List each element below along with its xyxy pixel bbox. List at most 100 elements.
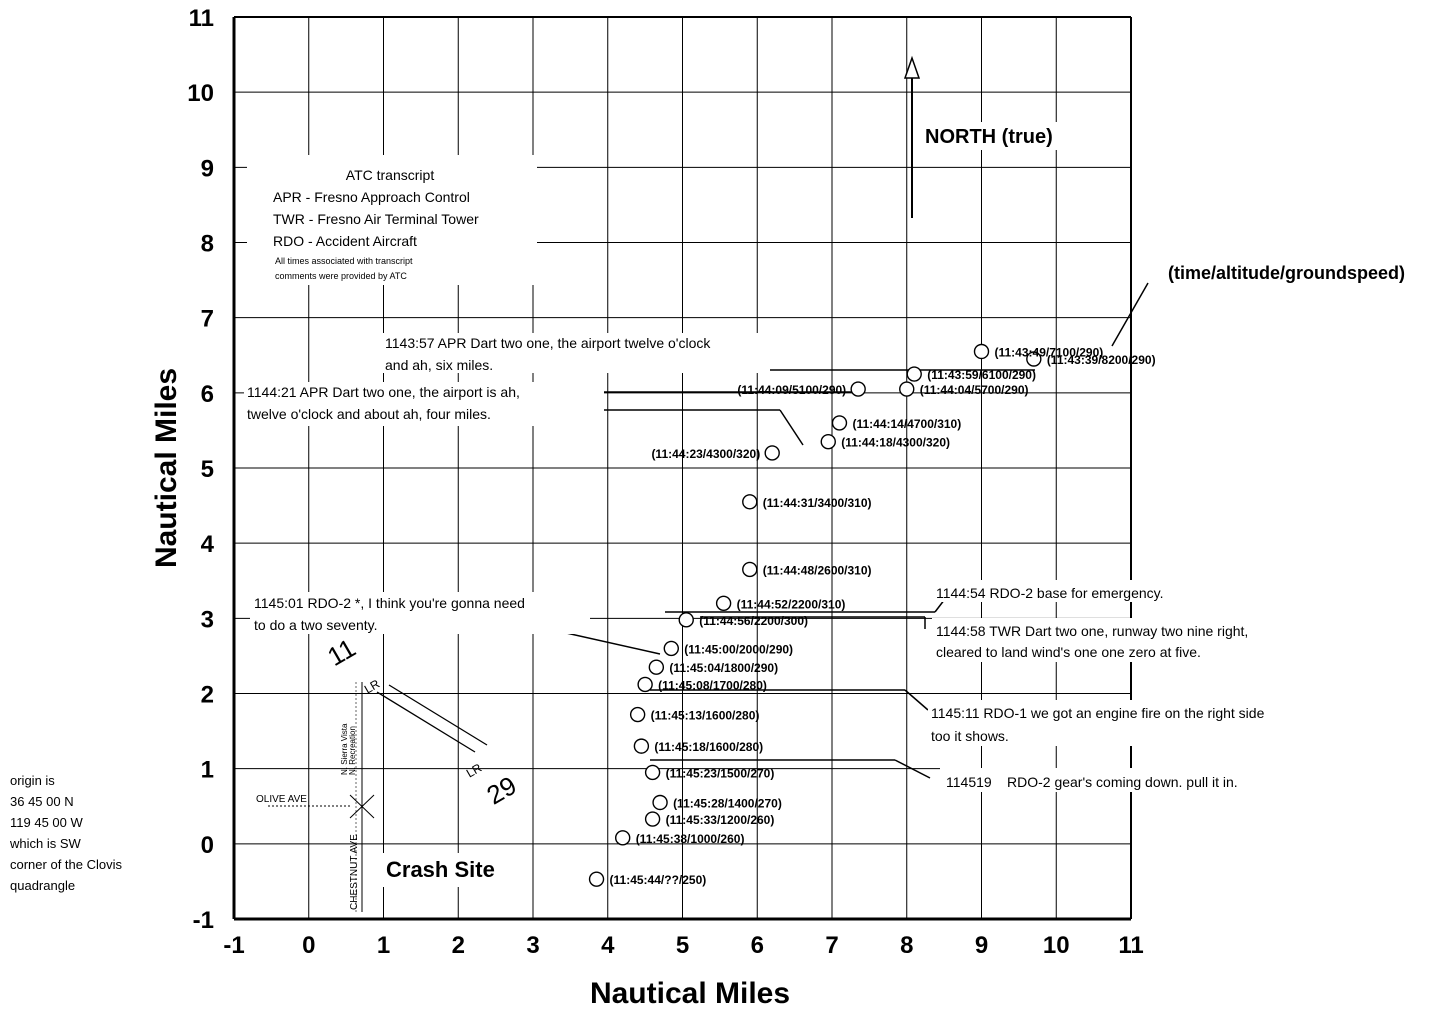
track-point-label: (11:44:09/5100/290) bbox=[737, 383, 846, 397]
origin-line-6: quadrangle bbox=[10, 878, 75, 893]
track-point bbox=[633, 738, 650, 754]
x-tick-label: 9 bbox=[975, 932, 988, 959]
y-tick-label: 0 bbox=[201, 832, 214, 859]
track-point-label: (11:44:31/3400/310) bbox=[763, 496, 872, 510]
x-tick-label: 1 bbox=[377, 932, 390, 959]
track-point bbox=[850, 381, 866, 397]
legend-line-rdo: RDO - Accident Aircraft bbox=[273, 233, 417, 249]
track-point bbox=[715, 595, 732, 611]
legend-line-apr: APR - Fresno Approach Control bbox=[273, 189, 470, 205]
track-point-label: (11:43:49/7100/290) bbox=[995, 345, 1104, 359]
c6-bg bbox=[928, 700, 1338, 746]
track-point bbox=[820, 433, 836, 450]
transcript-c6-line2: too it shows. bbox=[931, 728, 1009, 744]
runway-edge-left bbox=[376, 691, 476, 753]
c5-bg bbox=[932, 618, 1322, 662]
track-point-label: (11:43:59/6100/290) bbox=[927, 368, 1036, 382]
x-tick-label: 6 bbox=[751, 932, 764, 959]
y-tick-label: 8 bbox=[201, 231, 214, 258]
y-tick-label: 11 bbox=[189, 5, 214, 32]
track-point-label: (11:45:23/1500/270) bbox=[666, 766, 775, 780]
origin-note: origin is 36 45 00 N 119 45 00 W which i… bbox=[9, 773, 122, 893]
track-point-label: (11:44:14/4700/310) bbox=[852, 417, 961, 431]
runway-edge-right bbox=[388, 684, 488, 746]
track-points: (11:43:39/8200/290)(11:43:49/7100/290) (1… bbox=[588, 343, 1156, 887]
track-point bbox=[973, 343, 990, 360]
y-tick-label: 2 bbox=[201, 682, 214, 709]
legend-heading: ATC transcript bbox=[346, 167, 435, 183]
y-tick-label: 5 bbox=[201, 456, 214, 483]
north-arrow-icon bbox=[903, 55, 921, 79]
format-label: (time/altitude/groundspeed) bbox=[1168, 263, 1405, 283]
x-tick-label: 11 bbox=[1118, 932, 1143, 959]
x-tick-labels: -1 0 1 2 3 4 5 6 7 8 9 10 11 bbox=[223, 932, 1143, 959]
origin-line-3: 119 45 00 W bbox=[10, 815, 83, 830]
transcript-c7-text: RDO-2 gear's coming down. pull it in. bbox=[1007, 774, 1238, 790]
track-point-label: (11:45:38/1000/260) bbox=[636, 832, 745, 846]
track-point-label: (11:44:52/2200/310) bbox=[737, 597, 846, 611]
track-point-label: (11:45:04/1800/290) bbox=[669, 661, 778, 675]
track-point bbox=[1026, 351, 1042, 367]
crash-site-label: Crash Site bbox=[386, 857, 495, 882]
track-point-label: (11:45:44/??/250) bbox=[610, 873, 707, 887]
track-point-label: (11:44:56/2200/300) bbox=[699, 614, 808, 628]
legend-box bbox=[247, 155, 537, 285]
runway-lr-b: LR bbox=[464, 760, 485, 780]
transcript-c7-time: 114519 bbox=[946, 774, 992, 790]
track-point-label: (11:44:18/4300/320) bbox=[841, 436, 950, 450]
sierra-vista-label: N. Sierra Vista bbox=[340, 723, 349, 775]
x-tick-label: 5 bbox=[676, 932, 689, 959]
track-point-label: (11:45:00/2000/290) bbox=[684, 642, 793, 656]
y-tick-label: 4 bbox=[201, 531, 215, 558]
c7-bg bbox=[940, 768, 1285, 792]
track-point bbox=[742, 494, 758, 510]
transcript-c1-line1: 1143:57 APR Dart two one, the airport tw… bbox=[385, 335, 711, 351]
origin-line-1: origin is bbox=[10, 773, 55, 788]
chestnut-label: CHESTNUT AVE bbox=[349, 834, 360, 910]
track-point bbox=[899, 381, 915, 397]
runway-lr-a: LR bbox=[362, 676, 383, 696]
track-point bbox=[831, 415, 848, 431]
x-tick-label: -1 bbox=[223, 932, 244, 959]
x-axis-title: Nautical Miles bbox=[590, 977, 790, 1010]
north-label: NORTH (true) bbox=[925, 126, 1053, 148]
track-point bbox=[629, 706, 646, 723]
leader-c7b bbox=[894, 759, 931, 779]
crash-site-bg bbox=[383, 853, 513, 887]
transcript-c5-line1: 1144:58 TWR Dart two one, runway two nin… bbox=[936, 623, 1248, 639]
track-point bbox=[906, 366, 922, 382]
transcript-c2-line2: twelve o'clock and about ah, four miles. bbox=[247, 406, 491, 422]
recreation-label: N. Recreation bbox=[348, 726, 357, 775]
legend-note-1: All times associated with transcript bbox=[275, 256, 413, 266]
y-tick-label: 10 bbox=[187, 80, 214, 107]
track-point bbox=[742, 561, 758, 578]
c3-bg bbox=[250, 592, 590, 634]
track-point bbox=[764, 445, 780, 461]
track-point bbox=[615, 830, 631, 846]
x-tick-label: 7 bbox=[825, 932, 838, 959]
track-point bbox=[588, 871, 605, 887]
transcript-c6-line1: 1145:11 RDO-1 we got an engine fire on t… bbox=[931, 705, 1265, 721]
track-point bbox=[678, 612, 694, 628]
track-point-label: (11:43:39/8200/290) bbox=[1047, 353, 1156, 367]
c1-bg bbox=[380, 333, 770, 373]
track-point-label: (11:45:08/1700/280) bbox=[658, 678, 767, 692]
leader-c6b bbox=[904, 689, 929, 711]
north-label-bg bbox=[918, 122, 1088, 150]
c4-bg bbox=[932, 580, 1222, 602]
crash-x-b bbox=[349, 794, 375, 819]
track-point-label: (11:45:13/1600/280) bbox=[651, 709, 760, 723]
legend-line-twr: TWR - Fresno Air Terminal Tower bbox=[273, 211, 479, 227]
y-axis-title: Nautical Miles bbox=[150, 368, 183, 568]
track-point-label: (11:45:33/1200/260) bbox=[666, 813, 775, 827]
y-tick-label: 3 bbox=[201, 606, 214, 633]
c2-bg bbox=[244, 382, 604, 426]
runway-label-29: 29 bbox=[481, 770, 521, 810]
track-point-label: (11:44:23/4300/320) bbox=[651, 447, 760, 461]
transcript-c5-line2: cleared to land wind's one one zero at f… bbox=[936, 644, 1201, 660]
y-tick-label: 1 bbox=[201, 757, 214, 784]
track-point bbox=[644, 764, 661, 781]
origin-line-5: corner of the Clovis bbox=[10, 857, 122, 872]
legend-note-2: comments were provided by ATC bbox=[275, 271, 407, 281]
track-point bbox=[652, 794, 668, 811]
